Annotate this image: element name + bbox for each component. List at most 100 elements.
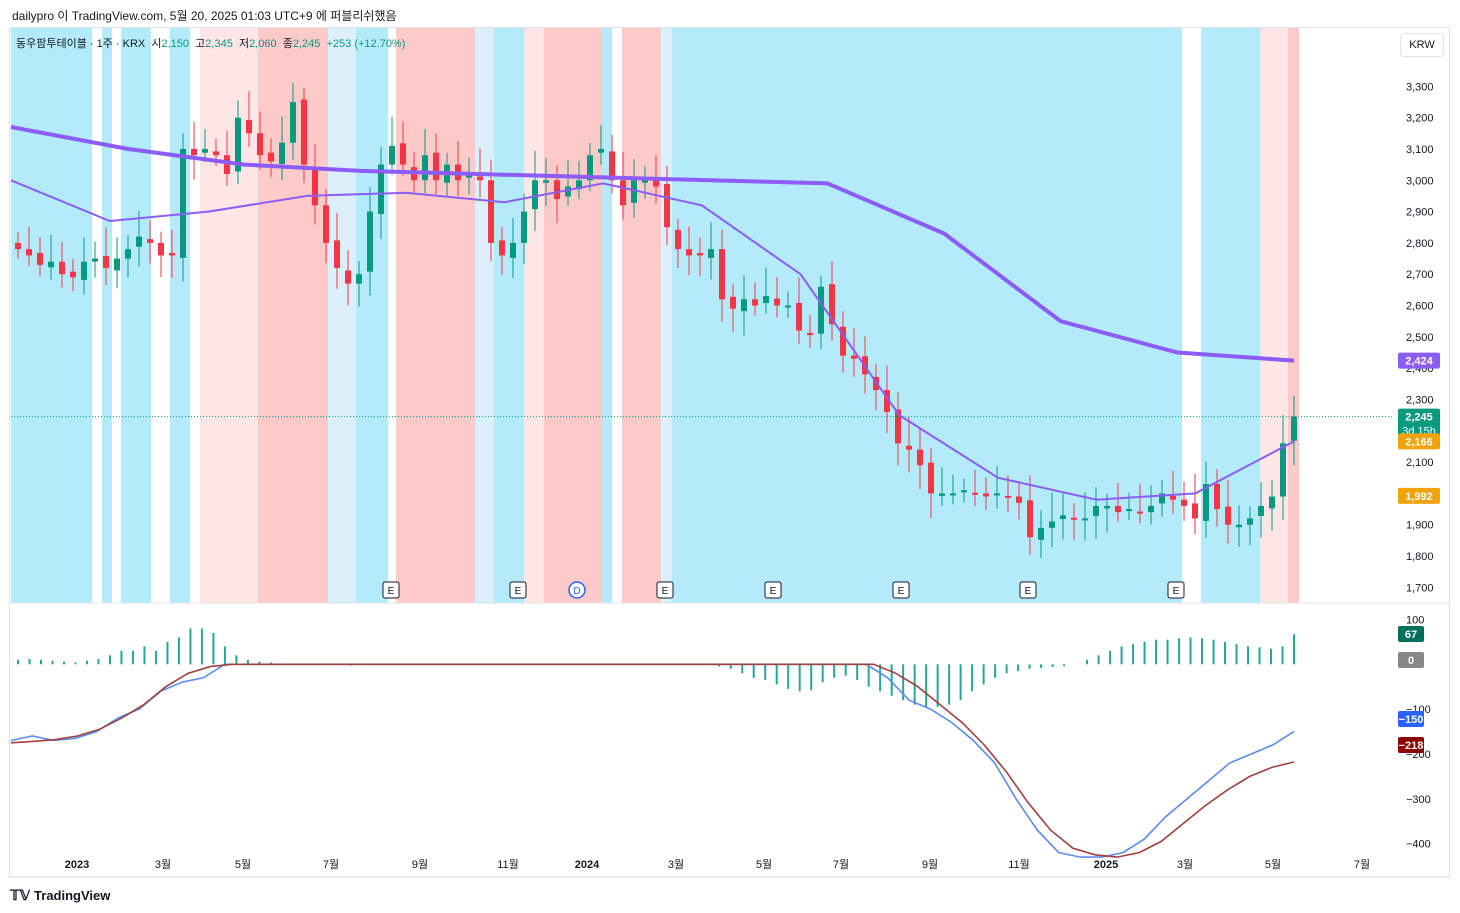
marker-label: E bbox=[1025, 586, 1032, 597]
symbol-name: 동우팜투테이블 · 1주 · KRX bbox=[16, 38, 146, 50]
candle-body bbox=[730, 296, 736, 309]
signal-band bbox=[328, 28, 356, 603]
low-value: 2,060 bbox=[249, 38, 277, 50]
candle-body bbox=[510, 242, 516, 258]
price-tick-label: 3,100 bbox=[1406, 144, 1434, 156]
candle-body bbox=[59, 261, 65, 275]
macd-tick-label: −400 bbox=[1406, 839, 1431, 851]
candle-body bbox=[1192, 503, 1198, 519]
marker-label: E bbox=[1173, 586, 1180, 597]
candle-body bbox=[719, 249, 725, 300]
signal-line bbox=[10, 663, 1295, 858]
candle-body bbox=[477, 176, 483, 181]
ma-long-line bbox=[10, 125, 1295, 363]
candle-body bbox=[576, 180, 582, 190]
candle-body bbox=[950, 493, 956, 496]
candle-body bbox=[1093, 505, 1099, 516]
change-value: +253 (+12.70%) bbox=[326, 38, 406, 50]
candle-body bbox=[664, 184, 670, 228]
symbol-legend: 동우팜투테이블 · 1주 · KRX 시2,150 고2,345 저2,060 … bbox=[16, 35, 405, 51]
high-value: 2,345 bbox=[205, 38, 233, 50]
earnings-marker: E bbox=[764, 581, 782, 599]
signal-band bbox=[11, 28, 92, 603]
high-label: 고 bbox=[195, 38, 206, 50]
candle-body bbox=[851, 355, 857, 359]
x-tick-label: 3월 bbox=[1177, 858, 1193, 871]
candle-body bbox=[356, 274, 362, 284]
price-tag-label: 2,166 bbox=[1405, 436, 1433, 448]
currency-button[interactable]: KRW bbox=[1400, 33, 1444, 57]
candle-body bbox=[1291, 416, 1297, 441]
earnings-marker-box bbox=[382, 581, 400, 599]
candle-body bbox=[532, 180, 538, 210]
candle-body bbox=[796, 303, 802, 331]
candle-body bbox=[323, 205, 329, 243]
signal-band bbox=[102, 28, 112, 603]
candle-body bbox=[1258, 505, 1264, 516]
macd-value-tag-label: 67 bbox=[1405, 629, 1417, 641]
earnings-marker-box bbox=[509, 581, 527, 599]
marker-label: E bbox=[388, 586, 395, 597]
candle-body bbox=[1126, 509, 1132, 512]
price-tick-label: 3,000 bbox=[1406, 175, 1434, 187]
brand-label: TradingView bbox=[34, 888, 111, 903]
earnings-marker-box bbox=[656, 581, 674, 599]
candle-body bbox=[499, 240, 505, 256]
ma-mid-line bbox=[10, 179, 1295, 501]
candle-body bbox=[708, 249, 714, 258]
candle-body bbox=[752, 299, 758, 306]
candle-body bbox=[587, 155, 593, 181]
candle-body bbox=[180, 148, 186, 258]
candle-body bbox=[246, 120, 252, 134]
candle-body bbox=[961, 490, 967, 493]
marker-label: E bbox=[898, 586, 905, 597]
candle-body bbox=[686, 249, 692, 256]
candle-body bbox=[521, 211, 527, 243]
candle-body bbox=[378, 164, 384, 215]
signal-band bbox=[524, 28, 544, 603]
tradingview-brand[interactable]: 𝕋𝕍 TradingView bbox=[10, 887, 110, 904]
candle-body bbox=[1159, 493, 1165, 504]
macd-tick-label: 100 bbox=[1406, 614, 1424, 626]
price-tick-label: 2,600 bbox=[1406, 301, 1434, 313]
earnings-marker-box bbox=[892, 581, 910, 599]
price-tick-label: 2,100 bbox=[1406, 457, 1434, 469]
x-tick-label: 5월 bbox=[1265, 858, 1281, 871]
candle-body bbox=[345, 270, 351, 284]
candle-body bbox=[1115, 505, 1121, 513]
x-tick-label: 11월 bbox=[497, 858, 519, 871]
price-tick-label: 3,200 bbox=[1406, 113, 1434, 125]
signal-band bbox=[121, 28, 151, 603]
candle-body bbox=[1137, 511, 1143, 514]
candle-body bbox=[37, 252, 43, 265]
candle-body bbox=[334, 240, 340, 268]
candle-body bbox=[125, 249, 131, 259]
candle-body bbox=[829, 284, 835, 325]
background-bands bbox=[11, 28, 1299, 603]
earnings-marker-box bbox=[764, 581, 782, 599]
candle-body bbox=[213, 151, 219, 156]
candle-body bbox=[1148, 505, 1154, 513]
macd-histogram bbox=[17, 628, 1295, 707]
candle-body bbox=[1049, 521, 1055, 528]
signal-band bbox=[544, 28, 602, 603]
signal-band bbox=[1288, 28, 1299, 603]
candle-body bbox=[983, 493, 989, 497]
candle-body bbox=[675, 229, 681, 250]
price-tag-label: 2,424 bbox=[1405, 356, 1433, 368]
candle-body bbox=[147, 239, 153, 243]
candle-body bbox=[565, 186, 571, 197]
x-tick-label: 7월 bbox=[323, 858, 339, 871]
marker-label: E bbox=[770, 586, 777, 597]
candle-body bbox=[158, 242, 164, 256]
candles bbox=[15, 83, 1297, 559]
price-tick-label: 3,300 bbox=[1406, 81, 1434, 93]
x-tick-label: 5월 bbox=[235, 858, 251, 871]
candle-body bbox=[906, 445, 912, 450]
x-tick-label: 2024 bbox=[575, 859, 600, 871]
signal-band bbox=[602, 28, 612, 603]
earnings-marker-box bbox=[1167, 581, 1185, 599]
candle-body bbox=[290, 101, 296, 143]
x-tick-label: 2025 bbox=[1094, 859, 1118, 871]
